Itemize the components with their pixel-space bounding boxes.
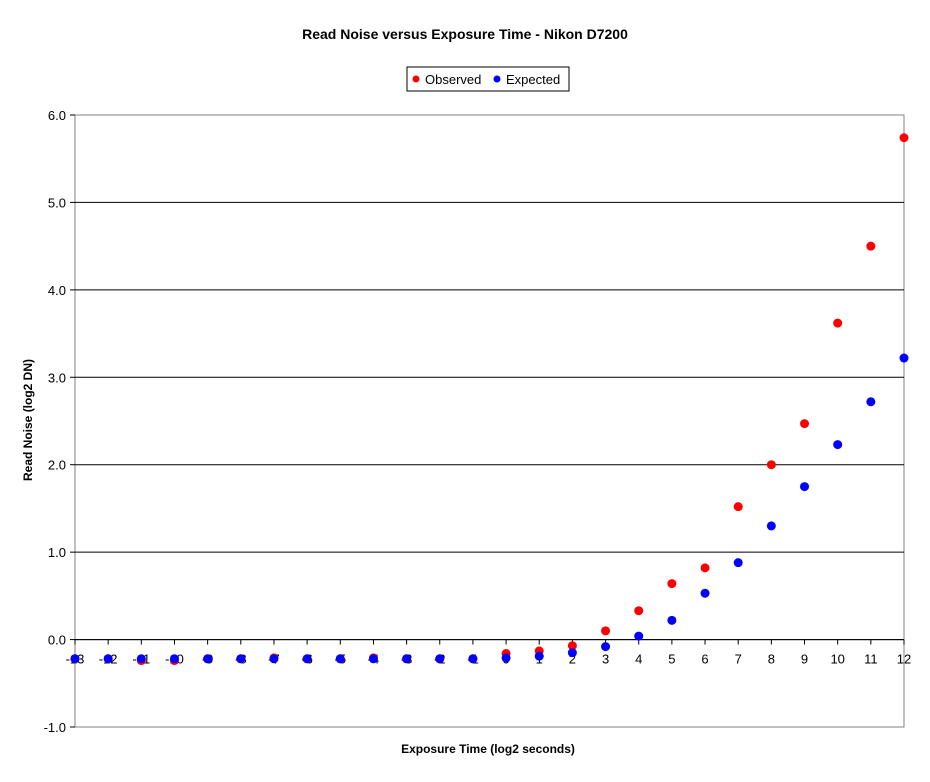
data-point-observed bbox=[833, 318, 843, 328]
legend-marker-observed bbox=[412, 75, 420, 83]
data-point-observed bbox=[800, 419, 810, 429]
data-points bbox=[70, 133, 909, 666]
y-tick-label: 0.0 bbox=[48, 633, 66, 648]
y-tick-label: 5.0 bbox=[48, 195, 66, 210]
y-tick-label: 1.0 bbox=[48, 545, 66, 560]
data-point-expected bbox=[567, 648, 577, 658]
data-point-expected bbox=[103, 654, 113, 664]
data-point-expected bbox=[435, 654, 445, 664]
plot-background bbox=[74, 114, 905, 728]
data-point-expected bbox=[136, 654, 146, 664]
data-point-expected bbox=[899, 353, 909, 363]
data-point-observed bbox=[567, 641, 577, 651]
y-tick-label: 6.0 bbox=[48, 108, 66, 123]
legend: Observed Expected bbox=[406, 66, 570, 92]
data-point-expected bbox=[335, 654, 345, 664]
x-tick-label: 11 bbox=[864, 652, 878, 667]
data-point-expected bbox=[534, 651, 544, 661]
data-point-expected bbox=[733, 558, 743, 568]
data-point-expected bbox=[501, 653, 511, 663]
data-point-observed bbox=[601, 626, 611, 636]
y-tick-label: 3.0 bbox=[48, 370, 66, 385]
data-point-expected bbox=[866, 397, 876, 407]
data-point-expected bbox=[833, 440, 843, 450]
y-tick-label: 2.0 bbox=[48, 458, 66, 473]
x-tick-label: 6 bbox=[701, 652, 708, 667]
x-tick-label: 2 bbox=[569, 652, 576, 667]
data-point-expected bbox=[236, 654, 246, 664]
data-point-expected bbox=[468, 654, 478, 664]
x-tick-label: 7 bbox=[735, 652, 742, 667]
x-axis-label: Exposure Time (log2 seconds) bbox=[401, 742, 575, 756]
x-tick-label: 12 bbox=[897, 652, 911, 667]
legend-marker-expected bbox=[493, 75, 501, 83]
data-point-expected bbox=[601, 642, 611, 652]
data-point-expected bbox=[302, 654, 312, 664]
legend-label-expected: Expected bbox=[506, 72, 560, 87]
data-point-expected bbox=[800, 482, 810, 492]
data-point-observed bbox=[866, 241, 876, 251]
x-tick-label: 10 bbox=[830, 652, 844, 667]
data-point-expected bbox=[269, 654, 279, 664]
data-point-observed bbox=[733, 502, 743, 512]
data-point-observed bbox=[899, 133, 909, 143]
chart-title: Read Noise versus Exposure Time - Nikon … bbox=[302, 26, 628, 42]
data-point-expected bbox=[634, 631, 644, 641]
data-point-observed bbox=[766, 460, 776, 470]
data-point-expected bbox=[203, 654, 213, 664]
data-point-observed bbox=[700, 563, 710, 573]
data-point-expected bbox=[766, 521, 776, 531]
x-tick-label: 5 bbox=[668, 652, 675, 667]
data-point-expected bbox=[368, 654, 378, 664]
y-tick-label: -1.0 bbox=[44, 720, 66, 735]
y-tick-label: 4.0 bbox=[48, 283, 66, 298]
x-tick-label: 3 bbox=[602, 652, 609, 667]
plot-frame bbox=[74, 114, 905, 728]
y-axis-label: Read Noise (log2 DN) bbox=[21, 359, 35, 481]
data-point-expected bbox=[700, 588, 710, 598]
x-tick-label: 4 bbox=[635, 652, 642, 667]
data-point-observed bbox=[667, 579, 677, 589]
legend-box bbox=[406, 66, 570, 92]
data-point-expected bbox=[402, 654, 412, 664]
y-axis: -1.0 0.0 1.0 2.0 3.0 4.0 5.0 6.0 bbox=[44, 108, 75, 735]
x-tick-label: 8 bbox=[768, 652, 775, 667]
data-point-expected bbox=[70, 654, 80, 664]
data-point-observed bbox=[634, 606, 644, 616]
legend-label-observed: Observed bbox=[425, 72, 481, 87]
data-point-expected bbox=[169, 654, 179, 664]
data-point-expected bbox=[667, 615, 677, 625]
x-tick-label: 9 bbox=[801, 652, 808, 667]
